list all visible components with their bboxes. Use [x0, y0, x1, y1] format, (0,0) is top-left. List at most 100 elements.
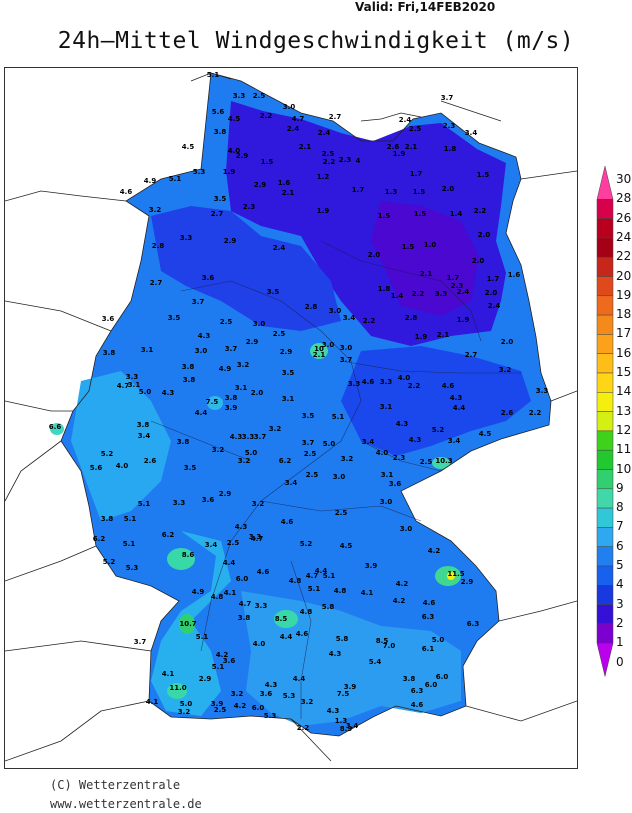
legend-tick-label: 22 [616, 249, 632, 264]
wind-value-label: 5.1 [332, 413, 345, 421]
wind-value-label: 4.5 [228, 115, 241, 123]
state-borders [150, 240, 521, 719]
legend-swatch [596, 430, 614, 451]
wind-value-label: 3.5 [168, 314, 181, 322]
wind-value-label: 1.9 [223, 168, 236, 176]
wind-value-label: 2.5 [220, 318, 233, 326]
wind-value-label: 3.8 [101, 515, 114, 523]
wind-value-label: 5.1 [323, 572, 336, 580]
wind-value-label: 2.7 [150, 279, 163, 287]
wind-value-label: 3.0 [340, 344, 353, 352]
wind-value-label: 3.4 [465, 129, 478, 137]
map-title: 24h–Mittel Windgeschwindigkeit (m/s) [57, 28, 575, 54]
color-legend: 30 28 26 24 22 20 19 18 17 16 15 14 13 12 11 10 9 8 7 6 5 4 3 2… [595, 160, 632, 680]
legend-swatch [596, 411, 614, 432]
wind-value-label: 2.0 [501, 338, 514, 346]
wind-value-label: 5.1 [207, 71, 220, 79]
legend-swatch [596, 623, 614, 644]
wind-value-label: 3.8 [214, 128, 227, 136]
wind-value-label: 5.0 [245, 449, 258, 457]
wind-value-label: 4.7 [306, 572, 319, 580]
wind-value-label: 5.0 [180, 700, 193, 708]
wind-value-label: 2.2 [529, 409, 542, 417]
wind-value-label: 4.8 [211, 593, 224, 601]
wind-value-label: 3.1 [128, 381, 141, 389]
legend-swatch [596, 353, 614, 374]
wind-value-label: 3.4 [138, 432, 151, 440]
wind-value-label: 3.6 [202, 496, 215, 504]
value-labels: 5.1 3.3 2.5 3.0 5.6 4.5 2.2 4.7 2.7 3.7 2.4 2.5 2.3 3… [49, 71, 549, 733]
wind-value-label: 4.2 [216, 651, 229, 659]
credit-copyright: (C) Wetterzentrale [50, 778, 181, 792]
wind-value-label: 5.6 [90, 464, 103, 472]
wind-value-label: 3.6 [389, 480, 402, 488]
wind-value-label: 10 [314, 345, 324, 353]
wind-value-label: 3.0 [380, 498, 393, 506]
legend-swatch [596, 199, 614, 219]
wind-value-label: 2.4 [318, 129, 331, 137]
hotspot-harz [310, 343, 328, 359]
wind-value-label: 3.2 [301, 698, 314, 706]
wind-value-label: 2.3 [451, 282, 464, 290]
wind-value-label: 4.6 [411, 701, 424, 709]
wind-value-label: 1.5 [261, 158, 274, 166]
wind-value-label: 3.3 [242, 433, 255, 441]
wind-value-label: 6.2 [162, 531, 175, 539]
lowest-wind-core [371, 201, 479, 316]
hotspot-rhine [179, 614, 195, 634]
wind-value-label: 1.6 [508, 271, 521, 279]
wind-value-label: 3.7 [192, 298, 205, 306]
wind-value-label: 1.8 [378, 285, 391, 293]
wind-value-label: 3.9 [211, 700, 224, 708]
wind-value-label: 2.5 [306, 471, 319, 479]
wind-value-label: 2.5 [420, 458, 433, 466]
wind-value-label: 2.5 [335, 509, 348, 517]
wind-value-label: 2.3 [393, 454, 406, 462]
wind-value-label: 3.3 [380, 378, 393, 386]
wind-value-label: 2.2 [474, 207, 487, 215]
wind-value-label: 1.5 [378, 212, 391, 220]
wind-value-label: 2.2 [363, 317, 376, 325]
legend-tick-label: 20 [616, 268, 632, 283]
wind-value-label: 3.6 [102, 315, 115, 323]
wind-value-label: 5.3 [193, 168, 206, 176]
legend-swatch [596, 392, 614, 412]
wind-value-label: 1.5 [477, 171, 490, 179]
wind-value-label: 2.7 [465, 351, 478, 359]
wind-value-label: 3.7 [134, 638, 147, 646]
wind-value-label: 3.4 [205, 541, 218, 549]
wind-value-label: 3.8 [177, 438, 190, 446]
wind-value-label: 4.9 [192, 588, 205, 596]
wind-value-label: 1.9 [317, 207, 330, 215]
wind-value-label: 4.3 [162, 389, 175, 397]
wind-value-label: 2.1 [282, 189, 295, 197]
wind-value-label: 3.1 [141, 346, 154, 354]
wind-value-label: 2.9 [461, 578, 474, 586]
wind-value-label: 11.5 [447, 570, 464, 578]
legend-tick-label: 6 [616, 538, 624, 553]
legend-tick-label: 30 [616, 172, 632, 186]
wind-value-label: 3.8 [182, 363, 195, 371]
legend-tick-label: 18 [616, 307, 632, 322]
wind-value-label: 6.2 [279, 457, 292, 465]
wind-value-label: 2.7 [211, 210, 224, 218]
wind-value-label: 4.1 [146, 698, 159, 706]
wind-value-label: 2.0 [368, 251, 381, 259]
legend-tick-label: 4 [616, 577, 624, 592]
wind-value-label: 1.5 [414, 210, 427, 218]
wind-value-label: 6.3 [467, 620, 480, 628]
wind-value-label: 2.9 [199, 675, 212, 683]
wind-value-label: 4.6 [362, 378, 375, 386]
wind-value-label: 3.3 [536, 387, 549, 395]
wind-value-label: 2.1 [313, 351, 326, 359]
wind-value-label: 3.5 [302, 412, 315, 420]
wind-value-label: 2.4 [399, 116, 412, 124]
wind-value-label: 1.9 [393, 150, 406, 158]
wind-value-label: 4.7 [239, 600, 252, 608]
wind-value-label: 3.4 [285, 479, 298, 487]
wind-value-label: 1.6 [278, 179, 291, 187]
wind-value-label: 5.2 [300, 540, 313, 548]
wind-value-label: 3.8 [403, 675, 416, 683]
wind-value-label: 2.7 [329, 113, 342, 121]
wind-value-label: 3.6 [260, 690, 273, 698]
